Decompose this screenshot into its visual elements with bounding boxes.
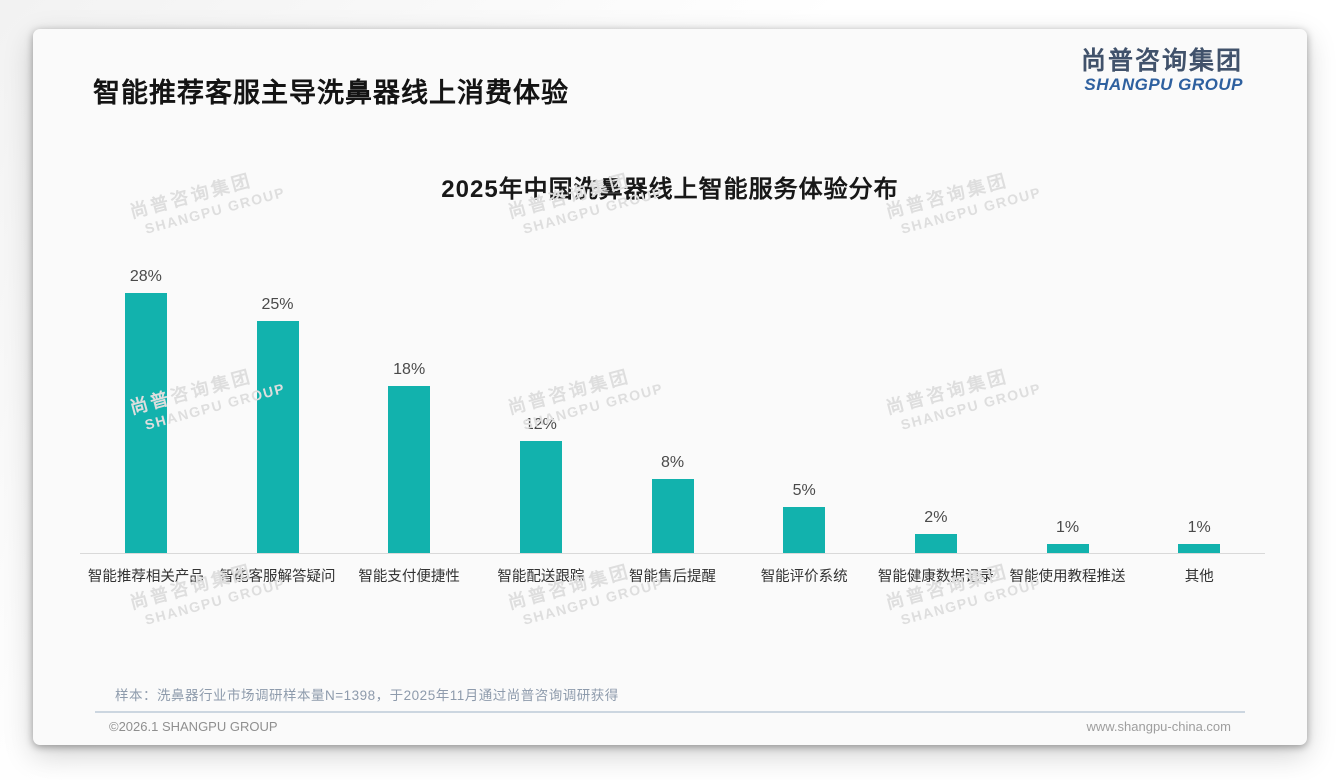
logo-chinese-text: 尚普咨询集团 (1080, 47, 1243, 75)
bar (783, 506, 826, 553)
bar-column: 28% (80, 268, 212, 553)
footer-website: www.shangpu-china.com (1086, 719, 1231, 734)
x-axis-line (80, 553, 1265, 554)
bar-column: 2% (870, 509, 1002, 553)
bar (519, 441, 562, 553)
bar (914, 534, 957, 553)
category-label: 智能配送跟踪 (497, 569, 585, 585)
category-row: 智能推荐相关产品 智能客服解答疑问 智能支付便捷性 智能配送跟踪 智能售后提醒 智能评价系… (80, 565, 1265, 586)
category-label: 智能使用教程推送 (1009, 569, 1126, 585)
bar (1178, 543, 1221, 553)
bar-column: 25% (212, 295, 344, 553)
category-label: 智能健康数据记录 (877, 569, 994, 585)
category-label: 智能售后提醒 (629, 569, 717, 585)
bar-value-label: 2% (924, 509, 948, 527)
sample-note: 样本：洗鼻器行业市场调研样本量N=1398，于2025年11月通过尚普咨询调研获… (115, 688, 619, 703)
category-label: 智能评价系统 (760, 569, 848, 585)
bar-value-label: 1% (1187, 518, 1211, 536)
bar (1046, 543, 1089, 553)
bar-plot: 28% 25% 18% 12% 8% 5% 2% 1% 1% (80, 257, 1265, 553)
bar-value-label: 8% (660, 453, 685, 471)
bar-value-label: 18% (393, 360, 426, 378)
bar (388, 385, 431, 553)
slide-card: 智能推荐客服主导洗鼻器线上消费体验 尚普咨询集团 SHANGPU GROUP 2… (33, 29, 1307, 745)
bar-value-label: 25% (261, 295, 294, 313)
chart-title: 2025年中国洗鼻器线上智能服务体验分布 (441, 176, 899, 203)
category-label: 智能支付便捷性 (358, 569, 460, 585)
bar (124, 292, 167, 553)
bar-column: 1% (1133, 519, 1265, 553)
bar-value-label: 1% (1055, 518, 1080, 536)
company-logo: 尚普咨询集团 SHANGPU GROUP (1081, 47, 1243, 94)
bar-column: 5% (738, 481, 870, 553)
category-label: 智能客服解答疑问 (219, 569, 336, 585)
bar-column: 12% (475, 416, 607, 553)
category-label: 智能推荐相关产品 (87, 569, 204, 585)
bar-value-label: 5% (792, 481, 816, 499)
footer-copyright: ©2026.1 SHANGPU GROUP (109, 719, 278, 734)
bar-value-label: 12% (524, 416, 557, 434)
page-title: 智能推荐客服主导洗鼻器线上消费体验 (93, 78, 569, 108)
logo-english-text: SHANGPU GROUP (1084, 75, 1243, 94)
footer-divider (95, 711, 1245, 713)
category-label: 其他 (1184, 569, 1214, 585)
bar (651, 478, 694, 553)
bar-value-label: 28% (129, 267, 162, 285)
bar-column: 18% (343, 361, 475, 553)
bar-column: 8% (607, 454, 739, 553)
bar (256, 320, 299, 553)
bar-column: 1% (1002, 519, 1134, 553)
